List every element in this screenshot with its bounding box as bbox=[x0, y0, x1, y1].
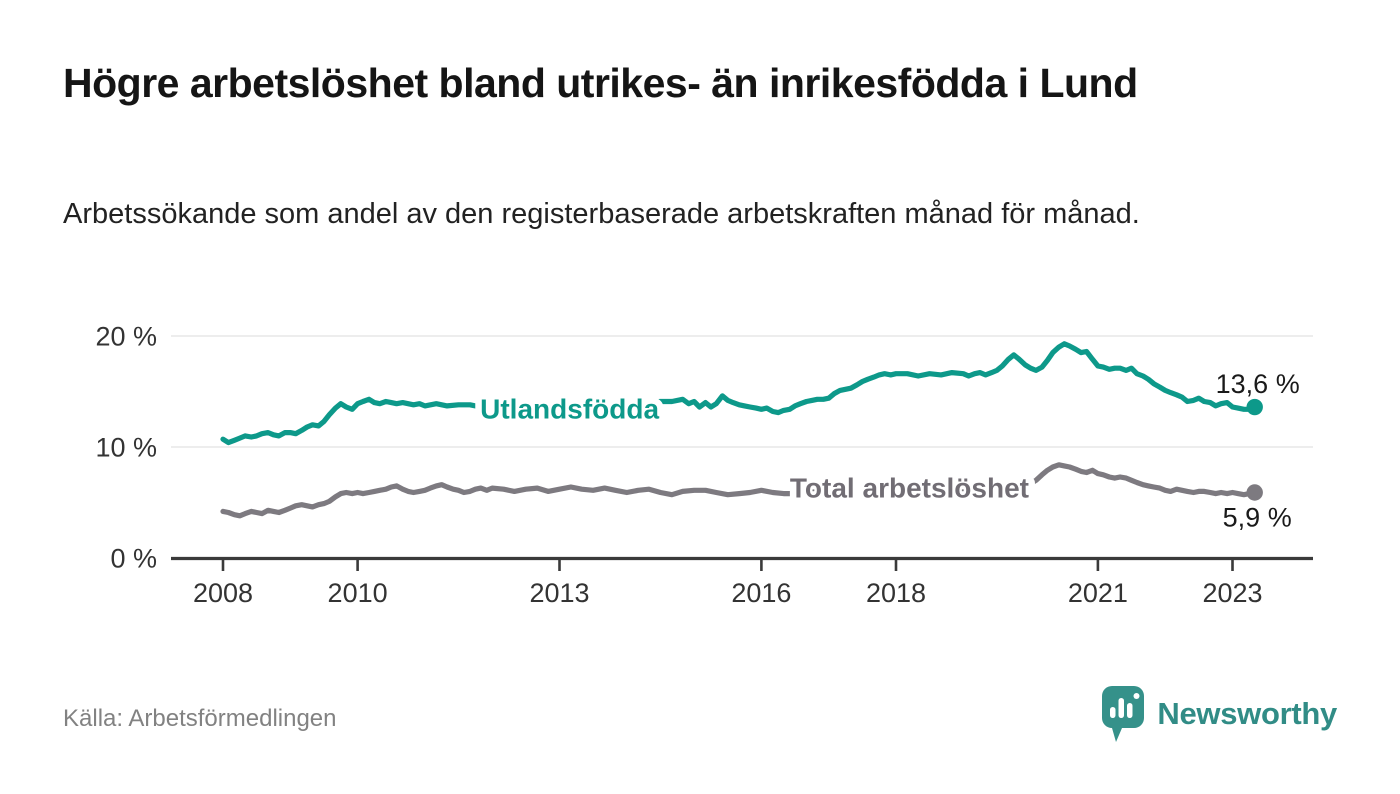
brand-name: Newsworthy bbox=[1157, 696, 1337, 731]
page-title: Högre arbetslöshet bland utrikes- än inr… bbox=[63, 60, 1138, 106]
x-tick-label-2016: 2016 bbox=[731, 578, 791, 608]
x-tick-label-2023: 2023 bbox=[1202, 578, 1262, 608]
x-tick-label-2013: 2013 bbox=[529, 578, 589, 608]
series-line-total bbox=[220, 462, 1258, 519]
page-subtitle: Arbetssökande som andel av den registerb… bbox=[63, 198, 1140, 230]
series-label-total: Total arbetslöshet bbox=[790, 473, 1029, 504]
series-end-label-utlandsfodda: 13,6 % bbox=[1216, 369, 1300, 399]
series-end-dot-utlandsfodda bbox=[1246, 398, 1263, 416]
mini-bar-chart-glyph bbox=[1110, 693, 1140, 718]
x-tick-label-2018: 2018 bbox=[866, 578, 926, 608]
y-tick-label-0: 0 % bbox=[110, 544, 157, 574]
newsworthy-icon bbox=[1102, 686, 1145, 742]
source-note: Källa: Arbetsförmedlingen bbox=[63, 705, 337, 732]
y-tick-label-10: 10 % bbox=[95, 433, 157, 463]
series-end-label-total: 5,9 % bbox=[1223, 503, 1292, 533]
series-end-dot-total bbox=[1246, 484, 1263, 501]
x-tick-label-2021: 2021 bbox=[1068, 578, 1128, 608]
x-tick-label-2008: 2008 bbox=[193, 578, 253, 608]
series-line-utlandsfodda bbox=[220, 341, 1258, 446]
x-tick-label-2010: 2010 bbox=[328, 578, 388, 608]
newsworthy-logo: Newsworthy bbox=[1102, 686, 1337, 750]
series-label-utlandsfodda: Utlandsfödda bbox=[480, 394, 659, 425]
y-tick-label-20: 20 % bbox=[95, 322, 157, 352]
